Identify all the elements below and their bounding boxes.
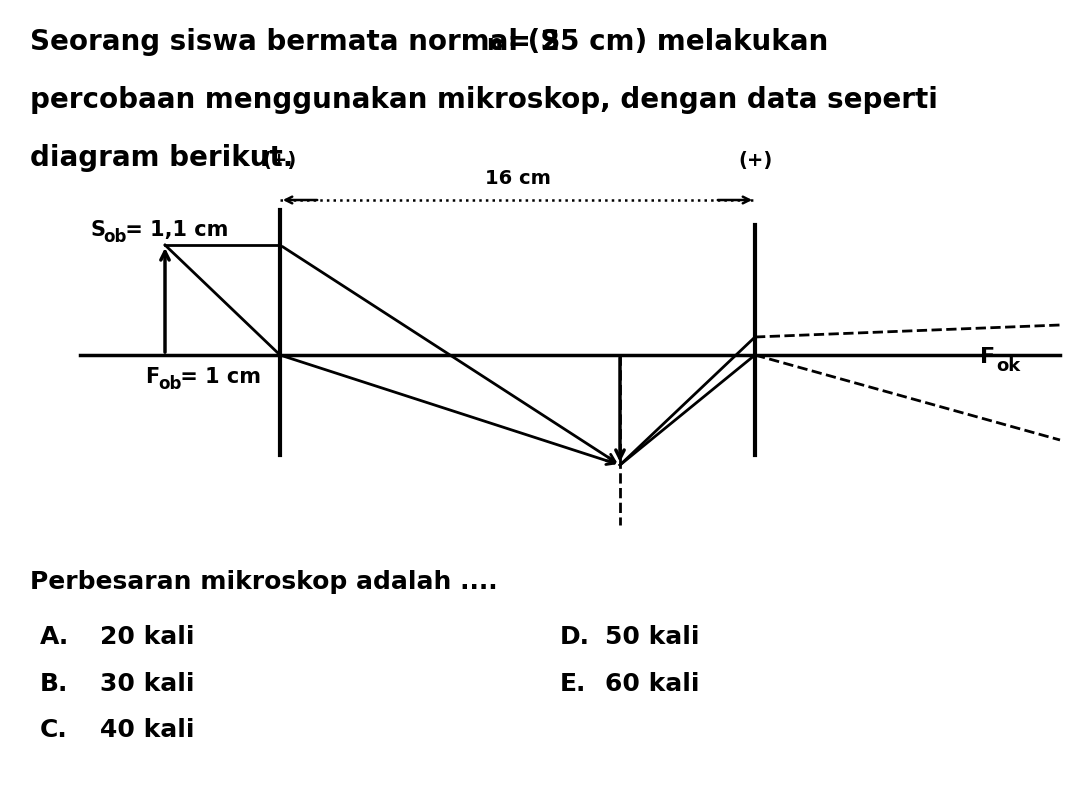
Text: 30 kali: 30 kali	[100, 672, 194, 696]
Text: F: F	[145, 367, 159, 387]
Text: Seorang siswa bermata normal (S: Seorang siswa bermata normal (S	[31, 28, 560, 56]
Text: B.: B.	[40, 672, 69, 696]
Text: = 1,1 cm: = 1,1 cm	[118, 220, 229, 240]
Text: 60 kali: 60 kali	[605, 672, 700, 696]
Text: n: n	[486, 34, 501, 54]
Text: A.: A.	[40, 625, 70, 649]
Text: ob: ob	[158, 375, 181, 393]
Text: D.: D.	[560, 625, 590, 649]
Text: 20 kali: 20 kali	[100, 625, 194, 649]
Text: C.: C.	[40, 718, 68, 742]
Text: F: F	[980, 347, 995, 367]
Text: E.: E.	[560, 672, 586, 696]
Text: percobaan menggunakan mikroskop, dengan data seperti: percobaan menggunakan mikroskop, dengan …	[31, 86, 937, 114]
Text: = 1 cm: = 1 cm	[173, 367, 261, 387]
Text: S: S	[90, 220, 105, 240]
Text: = 25 cm) melakukan: = 25 cm) melakukan	[498, 28, 828, 56]
Text: Perbesaran mikroskop adalah ....: Perbesaran mikroskop adalah ....	[31, 570, 498, 594]
Text: 16 cm: 16 cm	[485, 169, 550, 188]
Text: 50 kali: 50 kali	[605, 625, 700, 649]
Text: 40 kali: 40 kali	[100, 718, 194, 742]
Text: diagram berikut.: diagram berikut.	[31, 144, 293, 172]
Text: (+): (+)	[263, 151, 298, 170]
Text: ob: ob	[102, 228, 126, 246]
Text: ok: ok	[996, 357, 1020, 375]
Text: (+): (+)	[738, 151, 772, 170]
